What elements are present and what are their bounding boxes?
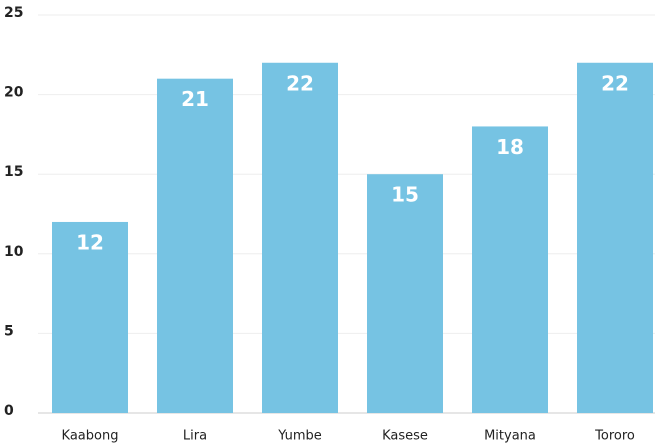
- value-label: 18: [496, 135, 524, 159]
- value-label: 15: [391, 183, 419, 207]
- y-tick-label: 10: [4, 244, 24, 260]
- bar: [52, 221, 128, 413]
- bar: [157, 78, 233, 414]
- y-tick-label: 5: [4, 323, 14, 339]
- bar: [472, 126, 548, 413]
- y-tick-label: 0: [4, 403, 14, 419]
- y-tick-label: 20: [4, 85, 24, 101]
- x-tick-label: Kasese: [382, 429, 428, 444]
- x-tick-label: Tororo: [594, 429, 635, 444]
- bar: [577, 62, 653, 413]
- value-label: 22: [601, 71, 629, 95]
- bar: [367, 174, 443, 413]
- value-label: 22: [286, 71, 314, 95]
- x-tick-label: Mityana: [484, 429, 536, 444]
- bar: [262, 62, 338, 413]
- x-tick-label: Lira: [183, 429, 207, 444]
- y-tick-label: 25: [4, 5, 23, 21]
- value-label: 12: [76, 230, 104, 254]
- x-tick-label: Kaabong: [62, 429, 119, 444]
- y-tick-label: 15: [4, 164, 23, 180]
- x-tick-label: Yumbe: [277, 429, 322, 444]
- value-label: 21: [181, 87, 209, 111]
